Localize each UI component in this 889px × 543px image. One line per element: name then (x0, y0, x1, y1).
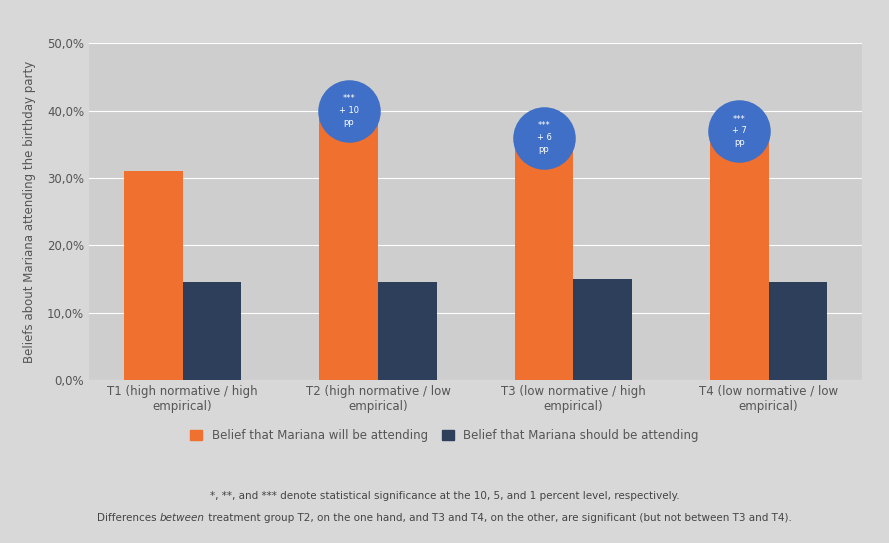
Text: Differences: Differences (97, 513, 160, 523)
Bar (573, 279, 632, 380)
Text: treatment group T2, on the one hand, and T3 and T4, on the other, are significan: treatment group T2, on the one hand, and… (205, 513, 792, 523)
Text: Differences: Differences (0, 513, 63, 523)
Bar (124, 172, 182, 380)
Text: between: between (160, 513, 205, 523)
Text: Differences between treatment group T2, on the one hand, and T3 and T4, on the o: Differences between treatment group T2, … (97, 513, 792, 523)
Bar (769, 282, 827, 380)
Bar (515, 138, 573, 380)
Bar (710, 131, 769, 380)
Text: ***
+ 6
pp: *** + 6 pp (537, 122, 551, 154)
Text: Differences between treatment group T2, on the one hand, and T3 and T4, on the o: Differences between treatment group T2, … (0, 542, 1, 543)
Bar (319, 111, 378, 380)
Bar (182, 282, 241, 380)
Text: ***
+ 10
pp: *** + 10 pp (339, 94, 358, 127)
Text: between: between (0, 513, 45, 523)
Bar (378, 282, 436, 380)
Legend: Belief that Mariana will be attending, Belief that Mariana should be attending: Belief that Mariana will be attending, B… (190, 429, 699, 442)
Y-axis label: Beliefs about Mariana attending the birthday party: Beliefs about Mariana attending the birt… (23, 61, 36, 363)
Text: *, **, and *** denote statistical significance at the 10, 5, and 1 percent level: *, **, and *** denote statistical signif… (210, 491, 679, 501)
Text: ***
+ 7
pp: *** + 7 pp (732, 115, 747, 147)
